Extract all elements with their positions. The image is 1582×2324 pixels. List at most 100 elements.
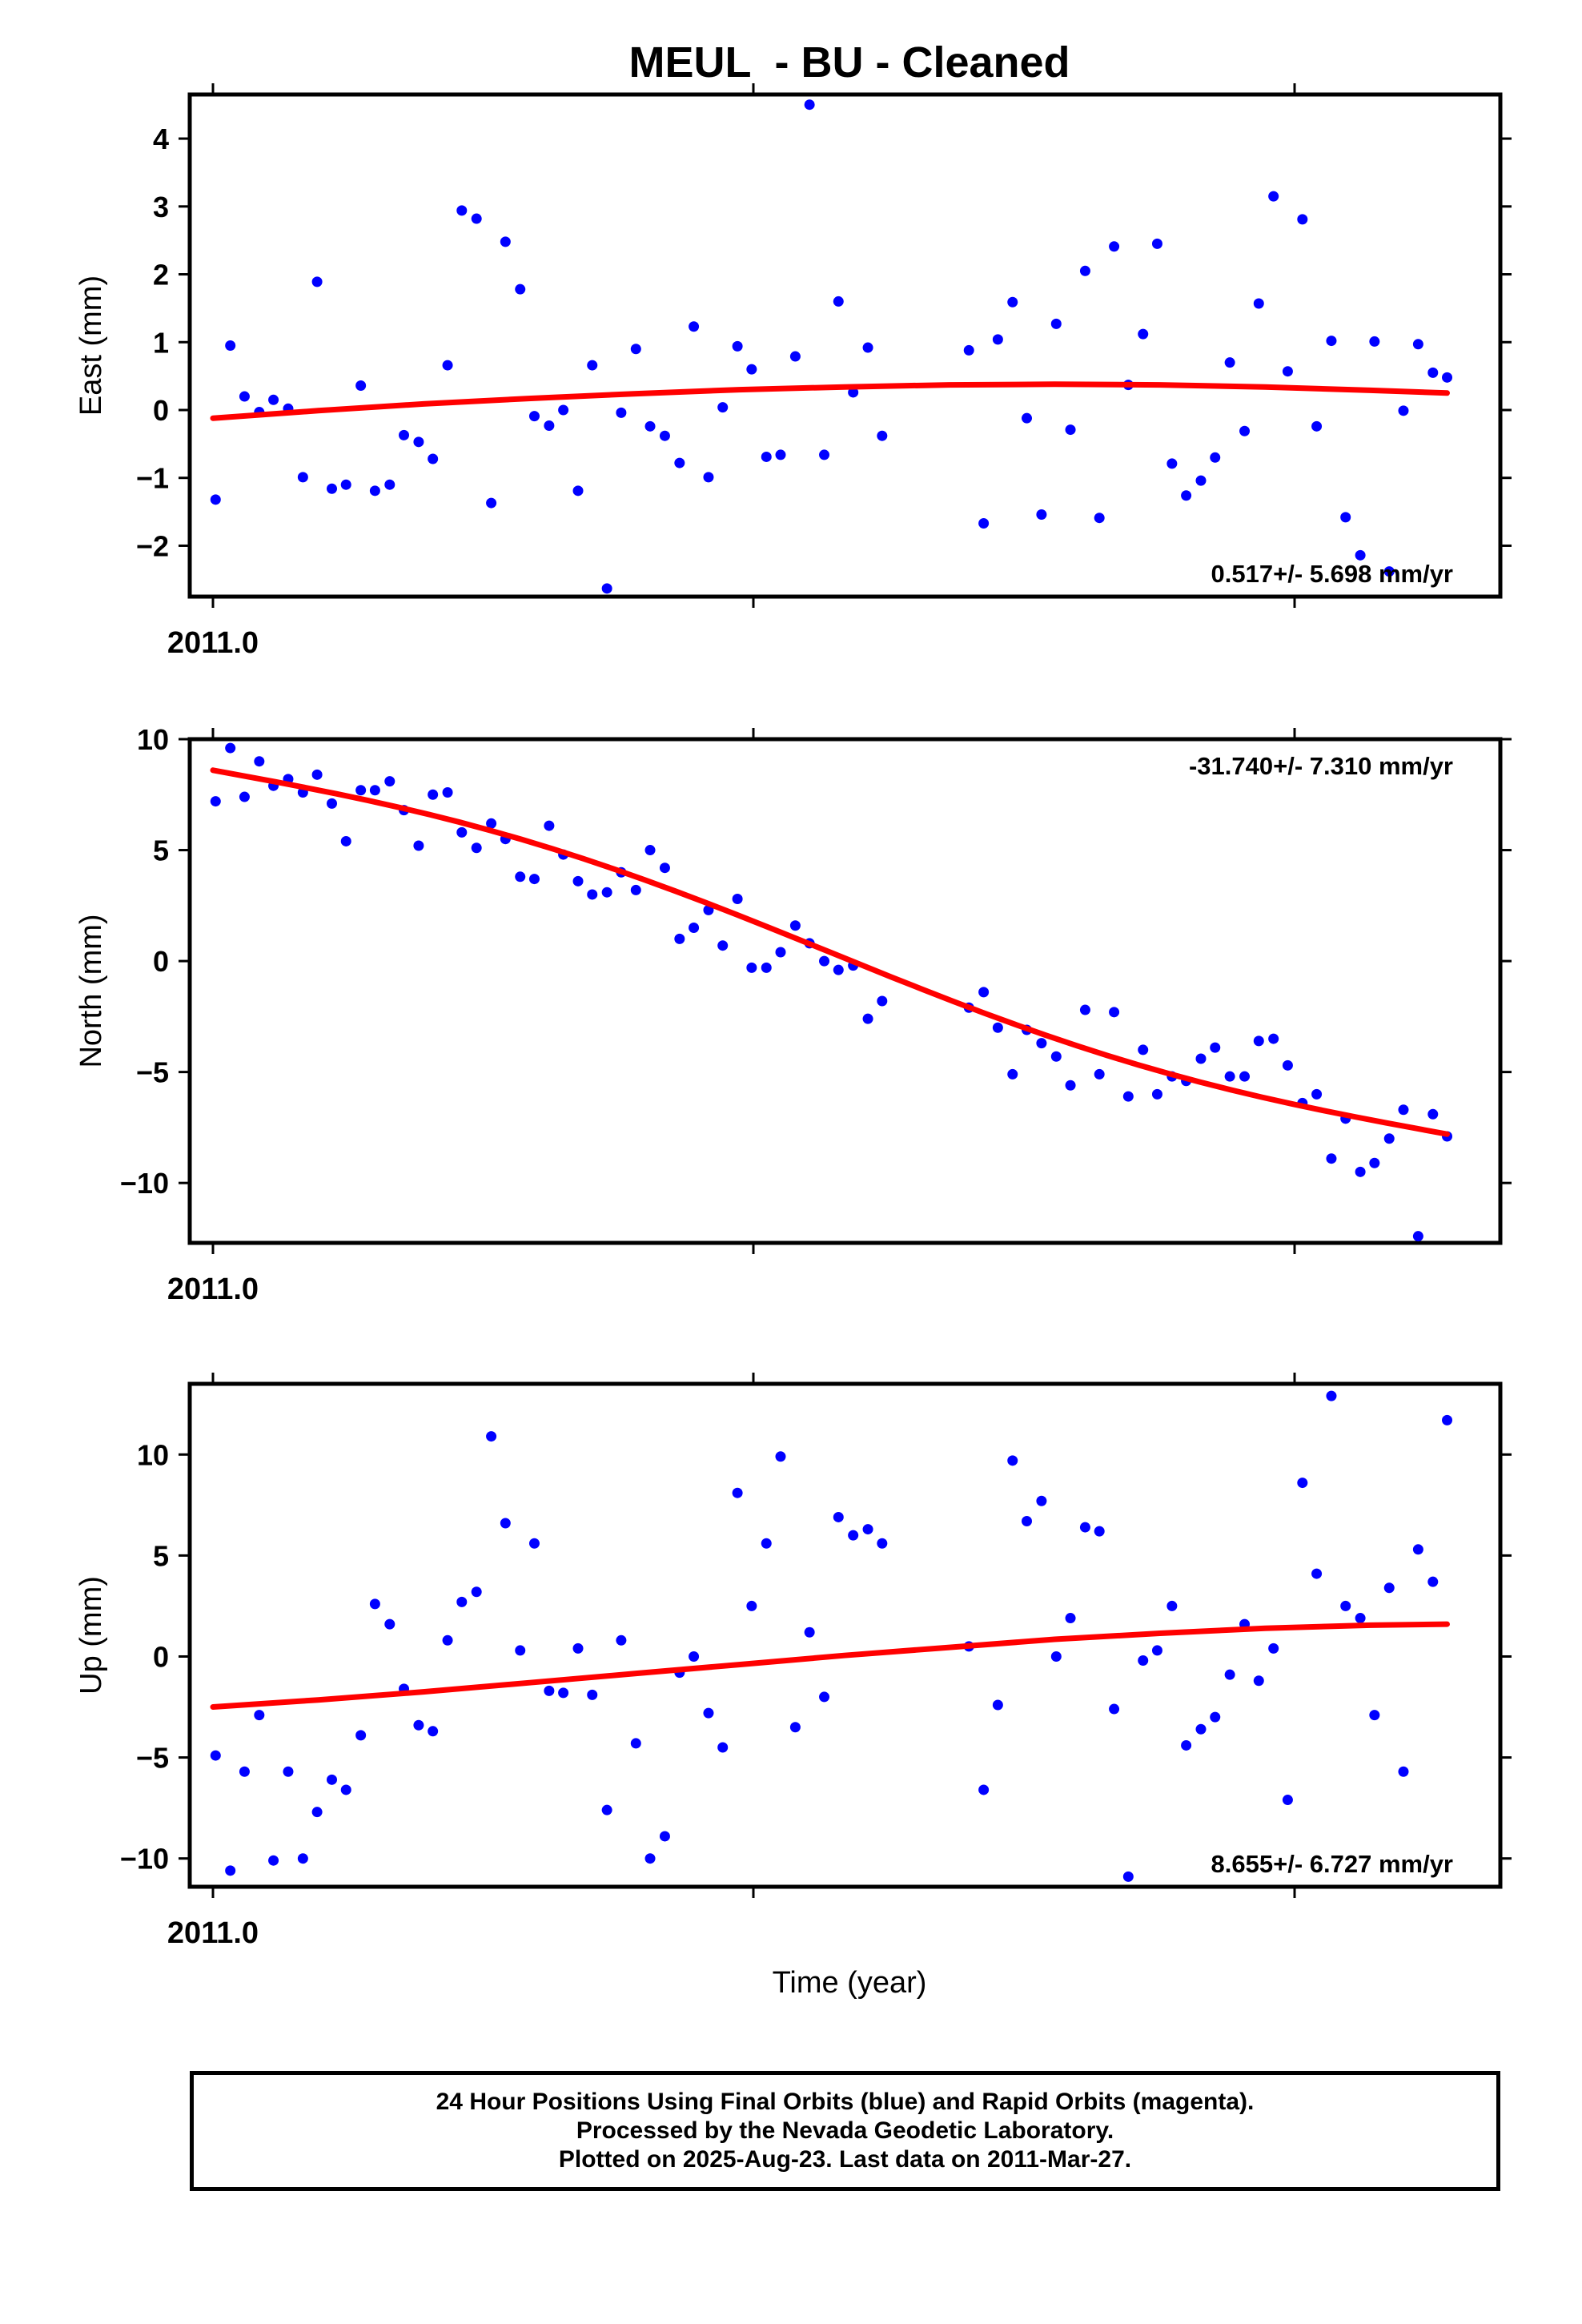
data-point xyxy=(1065,1080,1076,1091)
data-point xyxy=(1442,1414,1453,1425)
data-point xyxy=(399,429,410,440)
data-point xyxy=(978,987,990,998)
data-point xyxy=(674,933,685,944)
rate-label: -31.740+/- 7.310 mm/yr xyxy=(1189,752,1453,780)
data-point xyxy=(689,923,700,934)
data-point xyxy=(1355,549,1366,561)
data-point xyxy=(703,472,714,483)
y-tick-label: −10 xyxy=(120,1843,169,1876)
data-point xyxy=(210,494,221,505)
data-point xyxy=(1253,1675,1264,1687)
data-point xyxy=(1268,191,1279,202)
data-point xyxy=(1239,425,1251,436)
data-point xyxy=(1195,1053,1207,1064)
data-point xyxy=(1326,1390,1337,1401)
data-point xyxy=(515,871,526,883)
up-panel: 10 5 0 −5 −10 2011.0 Up (mm) 8.655+/- 6.727 mm/… xyxy=(74,1373,1512,1950)
figure-title: MEUL - BU - Cleaned xyxy=(628,38,1070,86)
data-point xyxy=(297,1853,308,1864)
data-point xyxy=(1210,452,1221,463)
data-point xyxy=(340,835,351,846)
data-point xyxy=(746,1600,757,1611)
data-point xyxy=(297,472,308,483)
data-point xyxy=(1297,214,1308,225)
data-point xyxy=(1355,1613,1366,1624)
data-point xyxy=(1442,372,1453,383)
data-point xyxy=(1122,1871,1134,1882)
data-point xyxy=(210,796,221,807)
data-point xyxy=(833,964,844,975)
data-point xyxy=(804,99,815,111)
fit-line xyxy=(210,381,1450,421)
data-point xyxy=(369,485,380,497)
data-point xyxy=(486,1431,497,1442)
data-point xyxy=(587,889,598,900)
data-point xyxy=(862,1524,873,1535)
data-point xyxy=(674,457,685,468)
data-point xyxy=(1050,318,1062,329)
data-point xyxy=(746,364,757,375)
data-point xyxy=(1210,1042,1221,1053)
y-tick-label: −5 xyxy=(136,1056,169,1089)
data-point xyxy=(659,1831,670,1842)
data-point xyxy=(587,1689,598,1700)
y-tick-label: −10 xyxy=(120,1167,169,1200)
fit-line xyxy=(210,1621,1450,1710)
data-point xyxy=(471,1586,482,1598)
data-point xyxy=(1412,1231,1423,1242)
data-point xyxy=(877,430,888,441)
data-point xyxy=(1268,1642,1279,1654)
data-point xyxy=(819,955,830,967)
data-point xyxy=(1094,1068,1105,1080)
rate-label: 8.655+/- 6.727 mm/yr xyxy=(1211,1850,1453,1878)
data-point xyxy=(456,1596,468,1607)
data-point xyxy=(1138,1655,1149,1667)
x-tick-label: 2011.0 xyxy=(167,1273,259,1306)
x-tick-label: 2011.0 xyxy=(167,1916,259,1950)
data-point xyxy=(746,962,757,973)
data-point xyxy=(978,1784,990,1795)
data-point xyxy=(644,1853,656,1864)
data-point xyxy=(601,1804,612,1815)
data-point xyxy=(1383,1582,1395,1594)
data-point xyxy=(1311,1568,1323,1579)
data-point xyxy=(311,1807,323,1818)
data-point xyxy=(572,1642,584,1654)
y-tick-label: 0 xyxy=(153,945,169,978)
data-point xyxy=(225,340,236,351)
data-point xyxy=(732,340,743,352)
data-point xyxy=(1412,1544,1423,1555)
data-point xyxy=(254,756,265,767)
data-point xyxy=(1253,1035,1264,1047)
data-point xyxy=(1282,1059,1293,1071)
data-layer xyxy=(210,99,1453,594)
data-point xyxy=(833,1511,844,1522)
data-point xyxy=(1138,328,1149,340)
data-point xyxy=(789,920,801,931)
data-point xyxy=(1065,424,1076,436)
data-point xyxy=(528,1538,540,1549)
data-point xyxy=(689,1651,700,1662)
data-point xyxy=(1311,420,1323,432)
data-point xyxy=(789,1722,801,1733)
y-tick-label: −1 xyxy=(136,462,169,495)
data-point xyxy=(340,1784,351,1795)
data-point xyxy=(572,875,584,887)
data-point xyxy=(1151,1645,1162,1656)
data-point xyxy=(340,479,351,490)
data-point xyxy=(1181,1739,1192,1751)
data-point xyxy=(1412,339,1423,350)
data-point xyxy=(689,321,700,332)
data-point xyxy=(732,1487,743,1498)
data-point xyxy=(500,1518,511,1529)
data-point xyxy=(703,1707,714,1719)
data-point xyxy=(1224,357,1235,368)
data-point xyxy=(327,1774,338,1785)
data-point xyxy=(528,411,540,422)
data-point xyxy=(630,344,641,355)
data-point xyxy=(1239,1071,1251,1082)
data-point xyxy=(311,769,323,780)
rate-label: 0.517+/- 5.698 mm/yr xyxy=(1211,560,1453,588)
data-point xyxy=(1036,1495,1047,1506)
